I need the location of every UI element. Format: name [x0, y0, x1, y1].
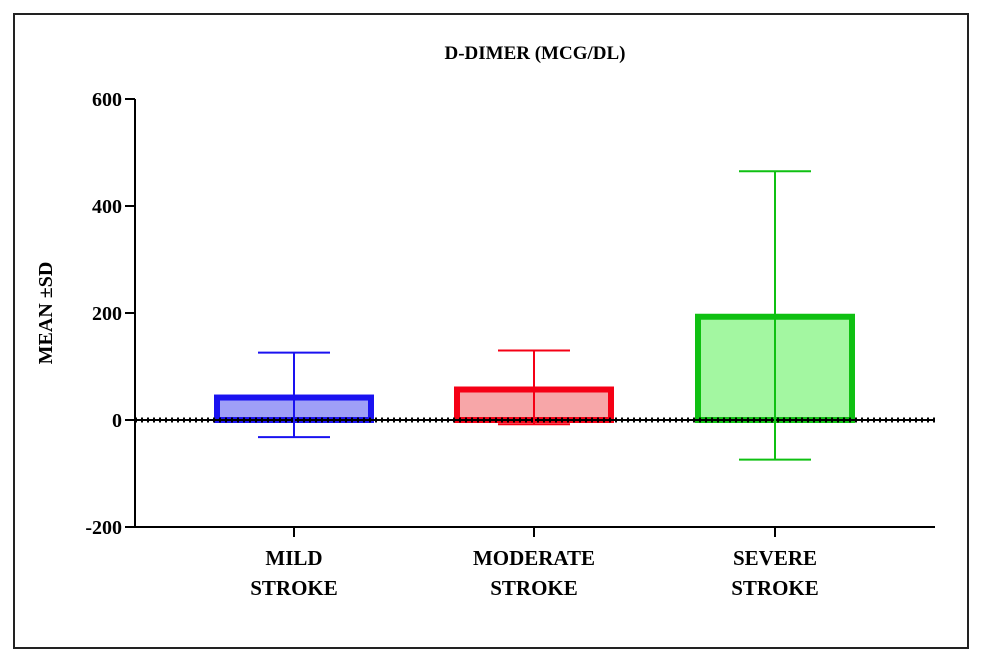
plot-area: 600 400 200 0 -200 MILD STROKE MODERATE STROKE SE… — [85, 89, 935, 600]
x-tick-label: SEVERE — [733, 546, 817, 570]
x-tick-label: MODERATE — [473, 546, 595, 570]
x-tick-label: MILD — [265, 546, 322, 570]
y-tick-label: 600 — [92, 89, 122, 111]
y-tick-label: 400 — [92, 196, 122, 218]
y-axis-label: MEAN ±SD — [35, 262, 57, 365]
y-tick-label: -200 — [85, 517, 122, 539]
x-tick-label: STROKE — [731, 576, 819, 600]
y-tick-label: 200 — [92, 303, 122, 325]
x-tick-label: STROKE — [250, 576, 338, 600]
y-tick-label: 0 — [112, 410, 122, 432]
chart-title: D-DIMER (MCG/DL) — [444, 43, 625, 64]
x-tick-label: STROKE — [490, 576, 578, 600]
